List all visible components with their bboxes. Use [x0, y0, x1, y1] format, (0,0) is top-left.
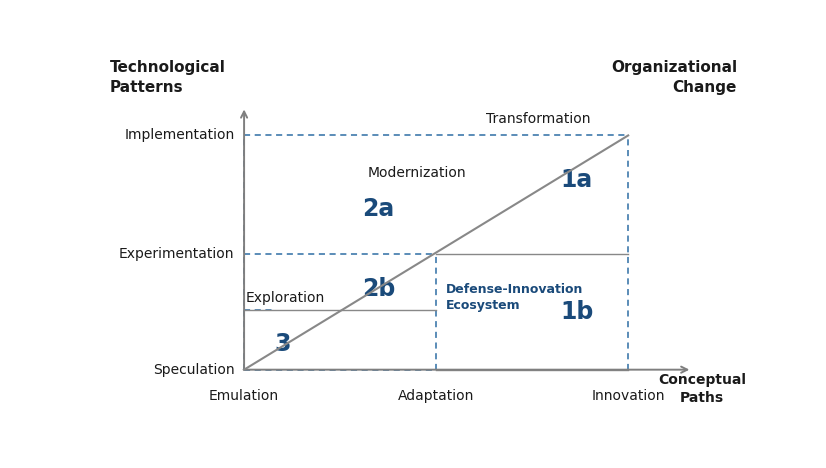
Text: Technological
Patterns: Technological Patterns [110, 60, 225, 95]
Text: 1b: 1b [560, 300, 594, 324]
Text: Speculation: Speculation [153, 363, 235, 377]
Text: Organizational
Change: Organizational Change [611, 60, 737, 95]
Text: 1a: 1a [561, 168, 593, 192]
Text: Defense-Innovation
Ecosystem: Defense-Innovation Ecosystem [446, 283, 583, 312]
Text: Experimentation: Experimentation [119, 248, 235, 261]
Text: 3: 3 [274, 332, 291, 357]
Text: Exploration: Exploration [246, 291, 325, 305]
Text: 2a: 2a [363, 197, 395, 221]
Text: Adaptation: Adaptation [398, 389, 474, 403]
Text: Emulation: Emulation [209, 389, 279, 403]
Text: Implementation: Implementation [124, 128, 235, 142]
Text: Transformation: Transformation [487, 112, 591, 126]
Text: Modernization: Modernization [368, 167, 466, 181]
Text: Innovation: Innovation [591, 389, 665, 403]
Text: Conceptual
Paths: Conceptual Paths [657, 373, 746, 404]
Text: 2b: 2b [362, 278, 395, 301]
